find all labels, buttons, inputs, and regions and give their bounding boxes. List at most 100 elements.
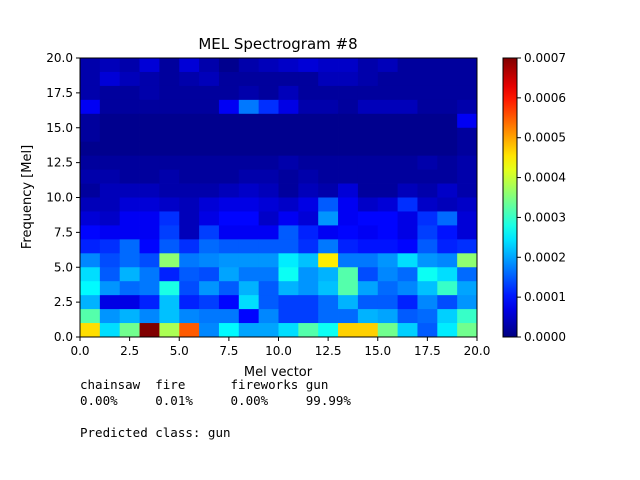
heatmap-cell <box>357 71 379 87</box>
heatmap-cell <box>437 295 458 310</box>
heatmap-cell <box>139 141 160 157</box>
heatmap-cell <box>338 281 359 296</box>
heatmap-cell <box>397 211 418 226</box>
heatmap-cell <box>99 58 121 73</box>
heatmap-cell <box>357 225 379 240</box>
heatmap-cell <box>298 169 319 184</box>
heatmap-cell <box>238 239 260 254</box>
heatmap-cell <box>238 183 260 198</box>
heatmap-cell <box>119 169 140 184</box>
heatmap-cell <box>377 211 398 226</box>
heatmap-cell <box>179 141 200 157</box>
heatmap-cell <box>179 253 200 268</box>
heatmap-cell <box>179 183 200 198</box>
heatmap-cell <box>139 85 160 101</box>
heatmap-cell <box>238 267 260 282</box>
heatmap-cell <box>199 225 220 240</box>
y-tick-label: 12.5 <box>46 156 73 170</box>
heatmap-cell <box>238 85 260 101</box>
heatmap-cell <box>238 99 260 115</box>
heatmap-cell <box>179 211 200 226</box>
heatmap-cell <box>238 141 260 157</box>
heatmap-cell <box>417 113 438 129</box>
heatmap-cell <box>357 183 379 198</box>
heatmap-cell <box>258 58 279 73</box>
heatmap-cell <box>397 155 418 170</box>
heatmap-cell <box>258 183 279 198</box>
heatmap-cell <box>278 183 299 198</box>
heatmap-cell <box>457 183 478 198</box>
heatmap-cell <box>338 239 359 254</box>
heatmap-cell <box>199 127 220 143</box>
heatmap-cell <box>99 281 121 296</box>
class-probabilities-line: 0.00% 0.01% 0.00% 99.99% <box>80 393 351 408</box>
heatmap-cell <box>377 239 398 254</box>
heatmap-cell <box>298 309 319 324</box>
heatmap-cell <box>199 211 220 226</box>
heatmap-cell <box>278 127 299 143</box>
heatmap-cell <box>159 295 180 310</box>
heatmap-cell <box>397 239 418 254</box>
heatmap-cell <box>417 71 438 87</box>
heatmap-cell <box>298 183 319 198</box>
heatmap-cell <box>377 169 398 184</box>
heatmap-cell <box>377 99 398 115</box>
heatmap-cell <box>80 99 101 115</box>
heatmap-cell <box>377 85 398 101</box>
heatmap-cell <box>119 239 140 254</box>
heatmap-cell <box>218 323 240 338</box>
heatmap-cell <box>139 295 160 310</box>
heatmap-cell <box>417 183 438 198</box>
heatmap-cell <box>278 225 299 240</box>
heatmap-cell <box>457 141 478 157</box>
heatmap-cell <box>457 253 478 268</box>
heatmap-cell <box>457 113 478 129</box>
heatmap-cell <box>238 323 260 338</box>
heatmap-cell <box>298 141 319 157</box>
heatmap-cell <box>298 225 319 240</box>
heatmap-cell <box>338 323 359 338</box>
heatmap-cell <box>437 85 458 101</box>
heatmap-cell <box>99 197 121 212</box>
heatmap-cell <box>258 239 279 254</box>
heatmap-cell <box>278 239 299 254</box>
heatmap-cell <box>457 239 478 254</box>
heatmap-cell <box>457 295 478 310</box>
heatmap-cell <box>199 141 220 157</box>
x-tick-label: 15.0 <box>364 344 391 358</box>
heatmap-cell <box>139 71 160 87</box>
heatmap-cell <box>397 58 418 73</box>
heatmap-cell <box>318 309 339 324</box>
heatmap-cell <box>437 309 458 324</box>
heatmap-cell <box>437 239 458 254</box>
heatmap-cell <box>357 281 379 296</box>
heatmap-cell <box>397 253 418 268</box>
heatmap-cell <box>159 71 180 87</box>
y-axis: 0.0 2.5 5.0 7.5 10.0 12.5 15.0 17.5 20.0 <box>46 51 80 344</box>
heatmap-cell <box>278 281 299 296</box>
heatmap-cell <box>139 239 160 254</box>
heatmap-cell <box>338 253 359 268</box>
heatmap-cell <box>80 323 101 338</box>
heatmap-cell <box>437 323 458 338</box>
heatmap-cell <box>437 71 458 87</box>
class-names-line: chainsaw fire fireworks gun <box>80 377 329 392</box>
heatmap-cell <box>318 99 339 115</box>
heatmap-cell <box>417 225 438 240</box>
heatmap-cell <box>377 71 398 87</box>
heatmap-cell <box>80 85 101 101</box>
heatmap-cell <box>457 323 478 338</box>
heatmap-cell <box>318 281 339 296</box>
heatmap-cell <box>139 155 160 170</box>
heatmap-cell <box>397 323 418 338</box>
heatmap-cell <box>119 281 140 296</box>
heatmap-cell <box>278 155 299 170</box>
heatmap-cell <box>377 225 398 240</box>
x-tick-label: 20.0 <box>464 344 491 358</box>
heatmap-cell <box>80 211 101 226</box>
heatmap-cell <box>199 183 220 198</box>
heatmap-cell <box>258 267 279 282</box>
y-tick-label: 10.0 <box>46 191 73 205</box>
heatmap-cell <box>457 309 478 324</box>
